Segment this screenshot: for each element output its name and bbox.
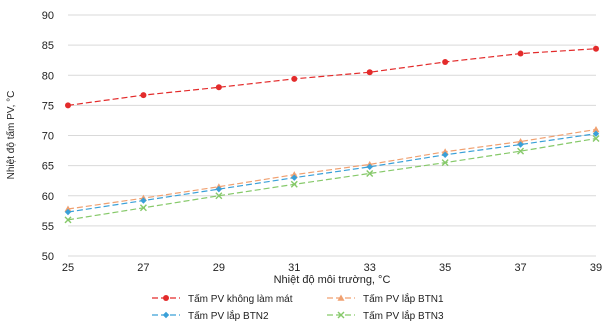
x-tick-label: 37 xyxy=(514,262,526,274)
data-point xyxy=(517,50,524,57)
data-point xyxy=(592,125,600,133)
data-point xyxy=(65,102,71,109)
data-point xyxy=(517,141,524,148)
data-point xyxy=(290,171,298,178)
series-1 xyxy=(65,45,599,109)
legend-marker xyxy=(163,295,169,301)
data-point xyxy=(64,216,72,224)
legend-label: Tấm PV lắp BTN3 xyxy=(363,309,444,322)
y-tick-label: 60 xyxy=(42,191,54,203)
legend-item: Tấm PV lắp BTN2 xyxy=(152,309,269,322)
x-tick-label: 35 xyxy=(439,262,451,274)
data-point xyxy=(441,151,449,158)
data-point xyxy=(366,69,373,76)
data-point xyxy=(215,185,223,193)
x-marker-stroke xyxy=(366,169,374,177)
series-line xyxy=(67,137,597,221)
x-tick-label: 33 xyxy=(364,262,376,274)
y-tick-label: 70 xyxy=(42,131,54,143)
x-marker-stroke xyxy=(139,204,147,212)
x-marker-stroke xyxy=(441,159,449,167)
y-tick-label: 65 xyxy=(42,161,54,173)
data-point xyxy=(592,135,600,143)
data-point xyxy=(593,45,599,52)
data-point xyxy=(64,205,72,212)
data-point xyxy=(441,148,449,155)
gridlines xyxy=(68,14,596,257)
data-point xyxy=(291,75,298,82)
legend-item: Tấm PV lắp BTN1 xyxy=(327,292,444,305)
legend-marker xyxy=(337,311,345,319)
x-marker-stroke xyxy=(290,180,298,188)
data-point xyxy=(215,84,222,91)
y-tick-label: 90 xyxy=(42,10,54,22)
axes: 50 55 60 65 70 75 80 85 90 25 27 29 31 33 35 37 39 xyxy=(42,10,602,274)
data-point xyxy=(592,130,600,137)
series-group xyxy=(64,45,600,224)
legend: Tấm PV không làm mát Tấm PV lắp BTN1 Tấm P… xyxy=(152,292,444,322)
legend-item: Tấm PV không làm mát xyxy=(152,293,293,305)
x-tick-label: 29 xyxy=(213,262,225,274)
data-point xyxy=(290,180,298,188)
data-point xyxy=(139,204,147,212)
series-line xyxy=(67,133,597,213)
series-3 xyxy=(64,130,600,216)
x-marker-stroke xyxy=(215,192,223,200)
series-4 xyxy=(64,135,600,224)
x-axis-title: Nhiệt độ môi trường, °C xyxy=(274,274,391,286)
data-point xyxy=(64,208,72,216)
legend-label: Tấm PV không làm mát xyxy=(188,293,293,305)
x-marker-stroke xyxy=(337,311,345,319)
series-line xyxy=(67,128,597,210)
data-point xyxy=(442,58,449,65)
data-point xyxy=(441,159,449,167)
legend-label: Tấm PV lắp BTN2 xyxy=(188,309,269,322)
legend-item: Tấm PV lắp BTN3 xyxy=(327,309,444,322)
series-line xyxy=(67,48,597,106)
x-tick-label: 27 xyxy=(137,262,149,274)
y-axis-title: Nhiệt độ tấm PV, °C xyxy=(5,91,17,180)
data-point xyxy=(366,163,373,171)
data-point xyxy=(291,174,298,181)
data-point xyxy=(517,147,525,155)
data-point xyxy=(140,92,147,99)
legend-marker xyxy=(337,294,345,301)
legend-label: Tấm PV lắp BTN1 xyxy=(363,292,444,305)
x-tick-label: 25 xyxy=(62,262,74,274)
y-tick-label: 80 xyxy=(42,70,54,82)
y-tick-label: 50 xyxy=(42,251,54,263)
legend-marker xyxy=(162,311,170,319)
x-tick-label: 31 xyxy=(288,262,300,274)
y-tick-label: 75 xyxy=(42,100,54,112)
y-tick-label: 85 xyxy=(42,40,54,52)
x-marker-stroke xyxy=(592,135,600,143)
data-point xyxy=(366,169,374,177)
x-marker-stroke xyxy=(64,216,72,224)
data-point xyxy=(215,192,223,200)
x-tick-label: 39 xyxy=(590,262,602,274)
x-marker-stroke xyxy=(517,147,525,155)
data-point xyxy=(140,197,147,204)
y-tick-label: 55 xyxy=(42,221,54,233)
data-point xyxy=(517,138,525,145)
